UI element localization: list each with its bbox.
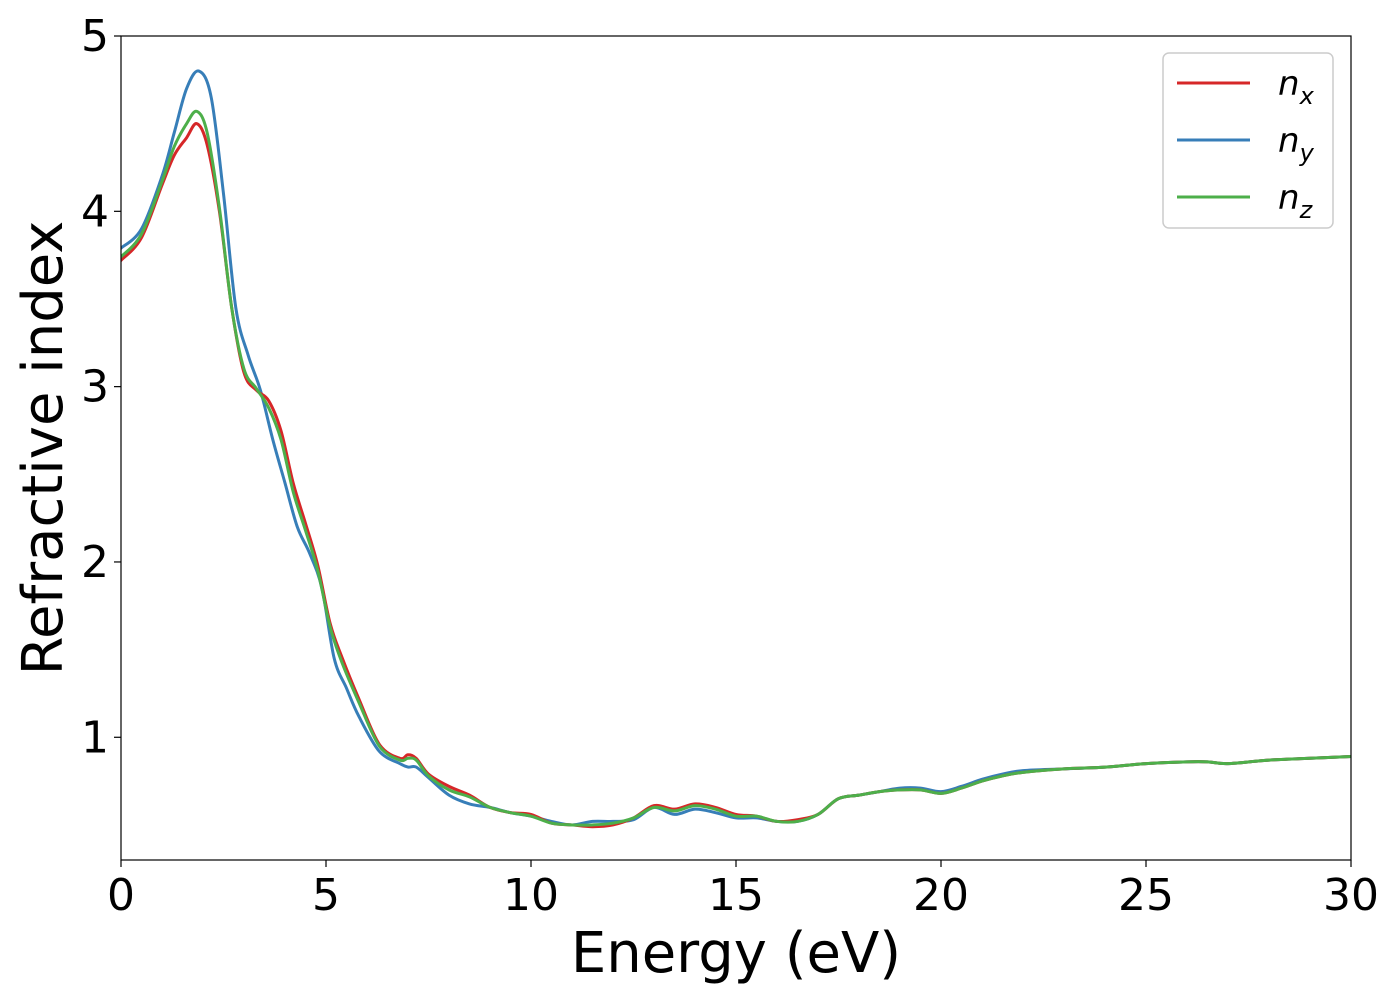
y-tick-label: 2 (81, 537, 109, 588)
y-tick-label: 4 (81, 186, 109, 237)
legend-label-x: nx (1278, 64, 1315, 110)
legend-label-z: nz (1278, 178, 1314, 224)
y-tick-label: 5 (81, 11, 109, 62)
legend-label-subscript: z (1299, 196, 1314, 224)
x-tick-label: 10 (503, 870, 559, 921)
x-tick-label: 0 (107, 870, 135, 921)
x-tick-label: 5 (312, 870, 340, 921)
legend-label-subscript: x (1299, 82, 1315, 110)
y-tick-label: 3 (81, 362, 109, 413)
x-tick-label: 15 (708, 870, 764, 921)
plot-frame (120, 35, 1352, 861)
y-tick-label: 1 (81, 712, 109, 763)
x-tick-label: 25 (1118, 870, 1174, 921)
x-tick-label: 20 (913, 870, 969, 921)
y-axis-label: Refractive index (11, 221, 76, 676)
series-line-z (121, 109, 1351, 827)
x-axis-label: Energy (eV) (571, 921, 901, 986)
legend-label-y: ny (1278, 121, 1315, 167)
x-tick-label: 30 (1323, 870, 1379, 921)
legend-label-subscript: y (1299, 139, 1315, 167)
plot-area (121, 36, 1351, 860)
legend-label-base: n (1278, 178, 1300, 218)
legend-label-base: n (1278, 64, 1300, 104)
legend-label-base: n (1278, 121, 1300, 161)
